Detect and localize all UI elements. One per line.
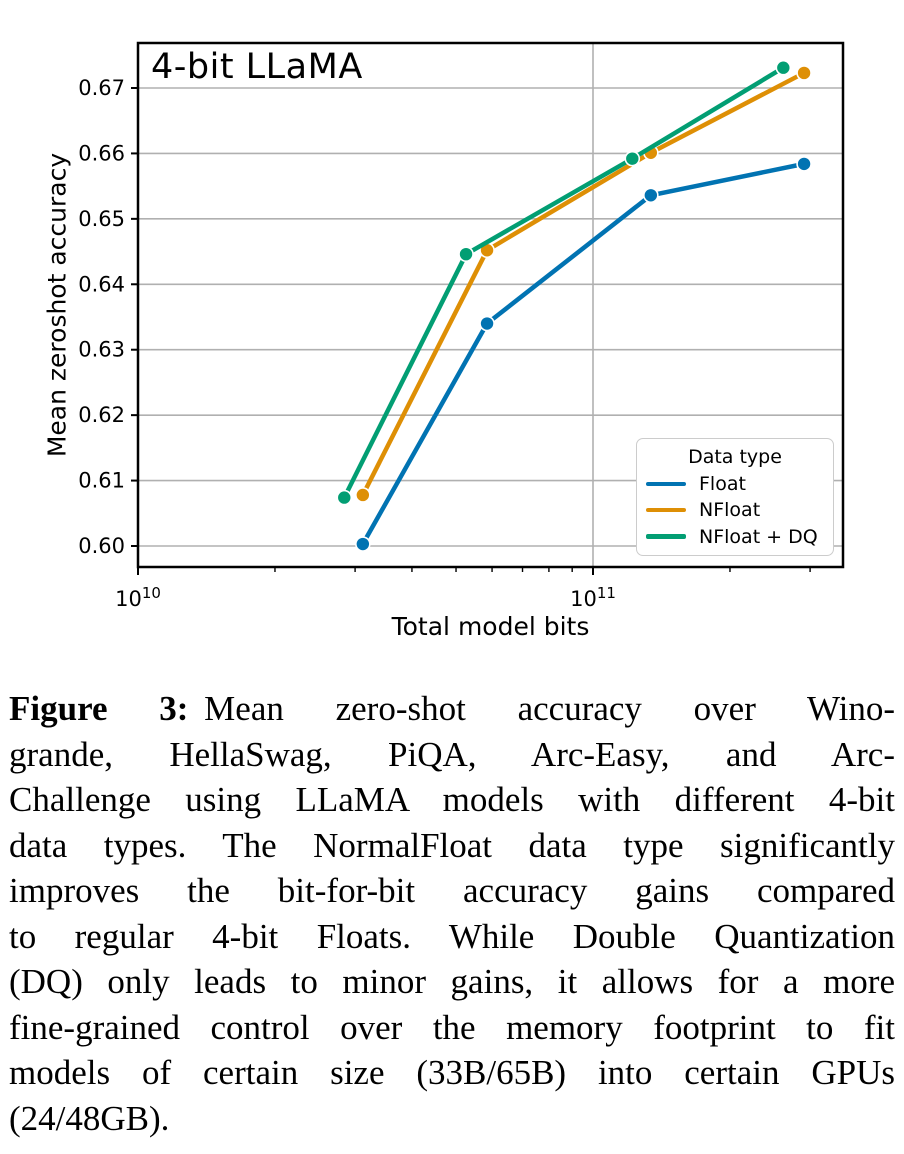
legend-label: NFloat [699, 499, 761, 522]
legend-swatch-icon [646, 481, 686, 487]
x-tick-exponent: 10 [141, 584, 161, 602]
y-tick-label: 0.61 [78, 469, 125, 493]
caption-line: Figure 3: Mean zero-shot accuracy over Wi… [9, 689, 895, 728]
plot-border [136, 41, 845, 569]
x-tick-label: 1011 [570, 584, 616, 611]
y-tick-label: 0.66 [78, 141, 125, 165]
series-line-nfloat-dq [342, 65, 786, 500]
caption-line: (DQ) only leads to minor gains, it allow… [9, 962, 895, 1001]
data-point-nfloat-dq [624, 150, 641, 167]
y-tick-label: 0.65 [78, 207, 125, 231]
data-point-float [643, 187, 659, 204]
y-tick-label: 0.63 [78, 338, 125, 362]
caption-line: grande, HellaSwag, PiQA, Arc-Easy, and A… [9, 734, 895, 774]
legend-entry-float: Float [646, 473, 824, 495]
data-point-float [479, 315, 495, 332]
y-tick-label: 0.62 [78, 403, 125, 427]
data-point-nfloat-dq [775, 59, 792, 76]
caption-line: fine-grained control over the memory foo… [9, 1007, 895, 1047]
caption-line: to regular 4-bit Floats. While Double Qu… [9, 916, 895, 956]
x-tick-exponent: 11 [596, 584, 616, 602]
data-point-float [796, 156, 812, 172]
series-line-float [360, 161, 807, 547]
caption-line: improves the bit-for-bit accuracy gains … [9, 871, 895, 910]
figure-caption: Figure 3: Mean zero-shot accuracy over Wi… [0, 686, 904, 1141]
legend-entry-nfloat-dq: NFloat + DQ [646, 526, 824, 548]
y-tick-label: 0.60 [78, 534, 125, 558]
data-point-float [355, 536, 371, 552]
caption-line: (24/48GB). [9, 1098, 170, 1138]
figure-chart: 0.60 0.61 0.62 0.63 0.64 0.65 0.66 0.67 4-bit L… [42, 41, 845, 641]
data-point-nfloat-dq [336, 489, 353, 506]
legend-swatch-icon [646, 534, 686, 539]
data-point-nfloat-dq [458, 246, 474, 262]
legend-title: Data type [688, 446, 782, 469]
y-axis-label: Mean zeroshot accuracy [42, 152, 72, 458]
caption-line: models of certain size (33B/65B) into ce… [9, 1053, 895, 1092]
data-point-nfloat [796, 65, 812, 81]
x-tick-label: 1010 [115, 584, 161, 611]
chart-title: 4-bit LLaMA [151, 47, 363, 87]
legend-swatch-icon [646, 507, 686, 513]
y-tick-label: 0.67 [78, 76, 125, 100]
legend-entry-nfloat: NFloat [646, 499, 824, 521]
caption-line: data types. The NormalFloat data type si… [9, 825, 895, 865]
data-point-nfloat [355, 487, 371, 503]
figure-label: Figure 3: [9, 689, 189, 728]
y-tick-label: 0.64 [78, 272, 125, 296]
line-chart-canvas: 0.60 0.61 0.62 0.63 0.64 0.65 0.66 0.67 [78, 41, 845, 575]
legend-label: Float [699, 472, 746, 495]
legend-label: NFloat + DQ [699, 525, 818, 548]
series-line-nfloat [360, 70, 807, 498]
caption-line: Challenge using LLaMA models with differ… [9, 780, 895, 819]
chart-legend: Data type Float NFloat NFloat + DQ [636, 438, 834, 556]
x-axis-label: Total model bits [391, 612, 590, 641]
